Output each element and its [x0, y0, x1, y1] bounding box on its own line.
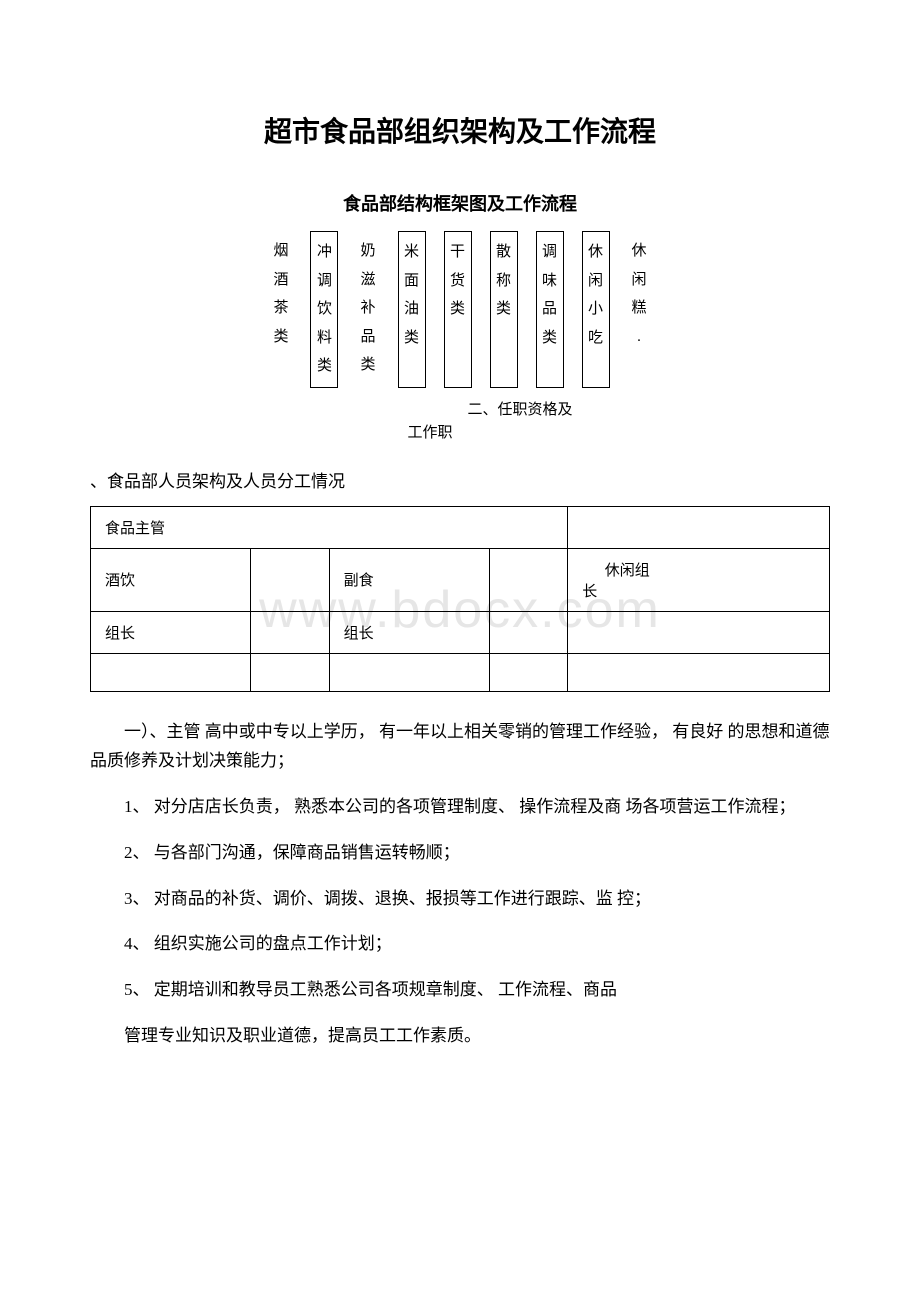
category-char: 类 [403, 324, 421, 353]
table-cell: 组长 [329, 611, 489, 653]
category-char: 糕 [632, 294, 647, 323]
table-cell [329, 653, 489, 691]
category-char: 类 [273, 323, 288, 352]
body-paragraph: 5、 定期培训和教导员工熟悉公司各项规章制度、 工作流程、商品 [90, 975, 830, 1005]
category-char: . [632, 323, 647, 352]
category-char: 类 [541, 324, 559, 353]
category-char: 奶 [360, 237, 375, 266]
table-cell [251, 611, 330, 653]
table-cell: 酒饮 [91, 548, 251, 611]
category-box: 散称类 [490, 231, 518, 388]
category-box: 休闲小吃 [582, 231, 610, 388]
category-char: 类 [449, 295, 467, 324]
category-char: 味 [541, 267, 559, 296]
table-cell [489, 653, 568, 691]
category-char: 酒 [273, 266, 288, 295]
category-char: 类 [360, 351, 375, 380]
paragraphs-block: 一）、主管 高中或中专以上学历， 有一年以上相关零销的管理工作经验， 有良好 的… [90, 717, 830, 1051]
document-content: 超市食品部组织架构及工作流程 食品部结构框架图及工作流程 烟酒茶类冲调饮料类奶滋… [90, 110, 830, 1051]
category-char: 类 [495, 295, 513, 324]
category-char: 滋 [360, 266, 375, 295]
body-paragraph: 3、 对商品的补货、调价、调拨、退换、报损等工作进行跟踪、监 控； [90, 884, 830, 914]
category-char: 类 [315, 352, 333, 381]
page-subtitle: 食品部结构框架图及工作流程 [90, 190, 830, 216]
table-cell [251, 548, 330, 611]
category-char: 饮 [315, 295, 333, 324]
category-box: 米面油类 [398, 231, 426, 388]
section-heading: 、食品部人员架构及人员分工情况 [90, 467, 830, 492]
table-cell [489, 611, 568, 653]
category-char: 烟 [273, 237, 288, 266]
category-char: 油 [403, 295, 421, 324]
table-cell [91, 653, 251, 691]
category-char: 调 [541, 238, 559, 267]
category-char: 货 [449, 267, 467, 296]
org-structure-table: 食品主管酒饮 副食 休闲组长组长 组长 [90, 506, 830, 692]
category-box: 干货类 [444, 231, 472, 388]
page-title: 超市食品部组织架构及工作流程 [90, 110, 830, 150]
category-char: 面 [403, 267, 421, 296]
category-char: 料 [315, 324, 333, 353]
category-char: 调 [315, 267, 333, 296]
table-cell [489, 548, 568, 611]
category-box: 烟酒茶类 [269, 231, 292, 388]
table-row [91, 653, 830, 691]
table-cell: 组长 [91, 611, 251, 653]
category-char: 休 [587, 238, 605, 267]
category-char: 闲 [632, 266, 647, 295]
body-paragraph: 一）、主管 高中或中专以上学历， 有一年以上相关零销的管理工作经验， 有良好 的… [90, 717, 830, 777]
inline-note-2: 工作职 [30, 421, 830, 442]
table-cell: 休闲组长 [568, 548, 830, 611]
category-char: 米 [403, 238, 421, 267]
category-box: 休闲糕. [628, 231, 651, 388]
table-row: 酒饮 副食 休闲组长 [91, 548, 830, 611]
body-paragraph: 2、 与各部门沟通，保障商品销售运转畅顺； [90, 838, 830, 868]
body-paragraph: 4、 组织实施公司的盘点工作计划； [90, 929, 830, 959]
category-char: 补 [360, 294, 375, 323]
table-cell [568, 506, 830, 548]
body-paragraph: 管理专业知识及职业道德，提高员工工作素质。 [90, 1021, 830, 1051]
category-char: 小 [587, 295, 605, 324]
table-cell: 副食 [329, 548, 489, 611]
inline-note-1: 二、任职资格及 [210, 398, 830, 419]
table-row: 组长 组长 [91, 611, 830, 653]
category-char: 闲 [587, 267, 605, 296]
category-box: 冲调饮料类 [310, 231, 338, 388]
body-paragraph: 1、 对分店店长负责， 熟悉本公司的各项管理制度、 操作流程及商 场各项营运工作… [90, 792, 830, 822]
category-char: 干 [449, 238, 467, 267]
table-cell [568, 611, 830, 653]
category-char: 品 [541, 295, 559, 324]
table-row: 食品主管 [91, 506, 830, 548]
table-cell [568, 653, 830, 691]
category-char: 散 [495, 238, 513, 267]
category-box: 调味品类 [536, 231, 564, 388]
category-char: 品 [360, 323, 375, 352]
category-char: 冲 [315, 238, 333, 267]
table-cell: 食品主管 [91, 506, 568, 548]
category-box: 奶滋补品类 [356, 231, 379, 388]
table-cell [251, 653, 330, 691]
category-boxes-row: 烟酒茶类冲调饮料类奶滋补品类米面油类干货类散称类调味品类休闲小吃休闲糕. [90, 231, 830, 388]
category-char: 茶 [273, 294, 288, 323]
category-char: 称 [495, 267, 513, 296]
category-char: 休 [632, 237, 647, 266]
category-char: 吃 [587, 324, 605, 353]
